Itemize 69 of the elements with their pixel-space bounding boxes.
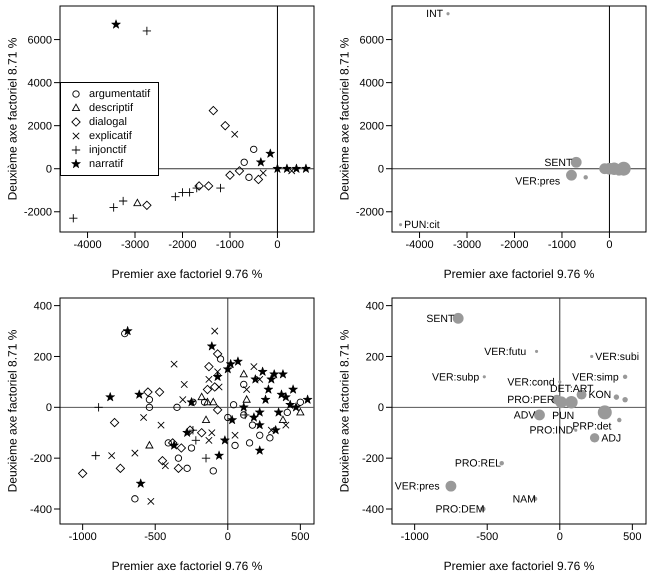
data-label: ADJ: [601, 432, 622, 444]
x-tick-label: -4000: [405, 238, 434, 251]
x-tick-label: -500: [144, 530, 166, 543]
x-tick-label: -3000: [120, 238, 150, 251]
x-tick-label: -1000: [400, 530, 429, 543]
y-tick-label: 200: [366, 351, 384, 364]
y-tick-label: 0: [378, 164, 384, 176]
data-label: SENT: [544, 156, 573, 169]
y-tick-label: -200: [30, 453, 52, 466]
legend-label: injonctif: [89, 143, 126, 157]
data-label: PRP:det: [572, 420, 612, 433]
y-tick-label: 400: [34, 300, 52, 313]
x-tick-label: -2000: [168, 238, 197, 251]
x-axis-title: Premier axe factoriel 9.76 %: [112, 559, 263, 573]
legend-label: narratif: [89, 157, 124, 171]
x-tick-label: -3000: [452, 238, 482, 251]
y-tick-label: -400: [30, 504, 52, 516]
x-tick-label: 0: [224, 530, 231, 543]
y-tick-label: 4000: [28, 78, 52, 90]
data-label: PUN:cit: [404, 219, 440, 232]
y-tick-label: -200: [362, 453, 384, 466]
x-tick-label: -2000: [500, 238, 529, 251]
legend-label: argumentatif: [89, 87, 150, 101]
legend-label: dialogal: [89, 115, 127, 129]
y-tick-label: -2000: [24, 206, 52, 219]
y-tick-label: -2000: [356, 206, 384, 219]
x-axis-title: Premier axe factoriel 9.76 %: [112, 267, 263, 281]
data-label: VER:pres: [394, 480, 440, 493]
x-tick-label: -4000: [73, 238, 102, 251]
x-tick-label: 0: [556, 530, 563, 543]
x-tick-label: -500: [476, 530, 498, 543]
y-axis-title: Deuxième axe factoriel 8.71 %: [5, 329, 20, 492]
data-label: PRO:PER: [507, 394, 555, 406]
data-label: PRO:REL: [454, 458, 502, 470]
data-label: VER:pres: [515, 176, 560, 188]
y-tick-label: 2000: [28, 120, 52, 133]
x-tick-label: -1000: [216, 238, 244, 251]
data-label: SENT: [426, 312, 455, 325]
y-tick-label: 4000: [360, 78, 384, 90]
x-tick-label: 500: [623, 530, 642, 543]
x-tick-label: 0: [274, 238, 281, 251]
x-tick-label: 500: [291, 530, 310, 543]
x-axis-title: Premier axe factoriel 9.76 %: [444, 267, 595, 281]
y-tick-label: -400: [362, 504, 384, 516]
y-tick-label: 2000: [360, 120, 384, 133]
data-label: VER:simp: [572, 371, 619, 384]
data-label: INT: [426, 8, 444, 20]
x-axis-title: Premier axe factoriel 9.76 %: [444, 559, 595, 573]
x-tick-label: -1000: [68, 530, 97, 543]
legend-label: explicatif: [89, 129, 132, 143]
legend-label: descriptif: [89, 101, 134, 115]
y-axis-title: Deuxième axe factoriel 8.71 %: [337, 329, 352, 492]
data-label: VER:subi: [595, 350, 640, 363]
y-tick-label: 0: [46, 164, 52, 176]
x-tick-label: 0: [606, 238, 613, 251]
data-label: VER:futu: [484, 346, 526, 358]
y-axis-title: Deuxième axe factoriel 8.71 %: [337, 37, 352, 200]
x-tick-label: -1000: [548, 238, 576, 251]
y-tick-label: 200: [34, 351, 52, 364]
y-tick-label: 0: [46, 402, 52, 414]
data-label: VER:subp: [432, 371, 480, 384]
y-tick-label: 6000: [28, 34, 52, 46]
y-tick-label: 0: [378, 402, 384, 414]
y-tick-label: 400: [366, 300, 384, 313]
data-label: PRO:DEM: [435, 504, 484, 516]
y-axis-title: Deuxième axe factoriel 8.71 %: [5, 37, 20, 200]
data-label: NAM: [512, 493, 536, 506]
data-label: ADV: [514, 409, 536, 422]
y-tick-label: 6000: [360, 34, 384, 46]
